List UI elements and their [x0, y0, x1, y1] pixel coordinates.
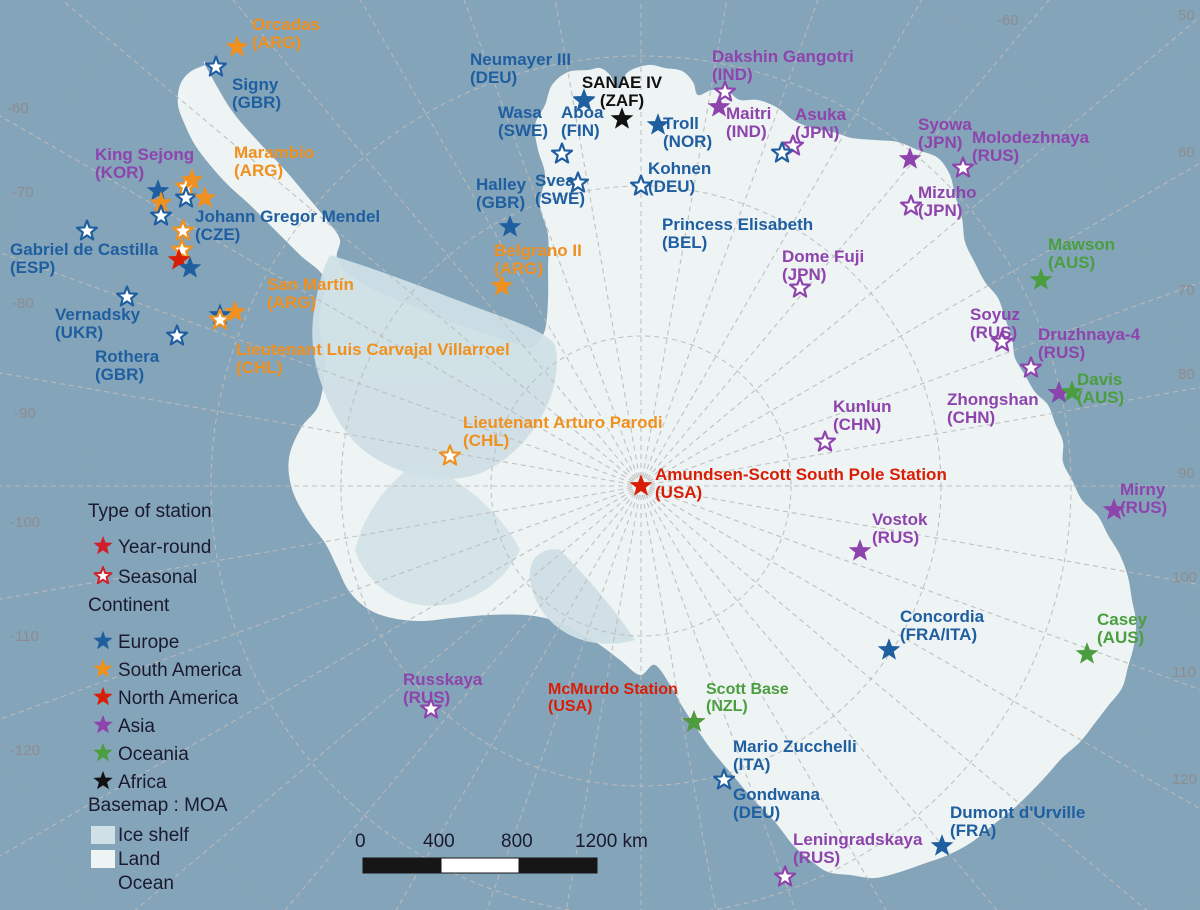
svg-text:Basemap : MOA: Basemap : MOA	[88, 795, 228, 816]
svg-text:Davis(AUS): Davis (AUS)	[1077, 370, 1124, 407]
svg-text:Year-round: Year-round	[118, 537, 211, 558]
svg-text:-60: -60	[7, 100, 29, 117]
svg-text:Ice shelf: Ice shelf	[118, 825, 189, 846]
svg-text:50: 50	[1178, 7, 1195, 24]
svg-text:100: 100	[1172, 569, 1197, 586]
svg-text:-70: -70	[12, 184, 34, 201]
svg-text:-120: -120	[10, 742, 40, 759]
svg-text:Europe: Europe	[118, 632, 179, 653]
svg-text:Maitri(IND): Maitri (IND)	[726, 104, 771, 141]
svg-text:-80: -80	[12, 295, 34, 312]
svg-text:110: 110	[1172, 664, 1196, 681]
svg-text:60: 60	[1178, 144, 1195, 161]
svg-text:Halley(GBR): Halley (GBR)	[476, 175, 527, 212]
svg-text:Mirny(RUS): Mirny (RUS)	[1120, 480, 1167, 517]
svg-text:1200 km: 1200 km	[575, 831, 648, 852]
svg-text:Africa: Africa	[118, 772, 167, 793]
svg-text:Continent: Continent	[88, 595, 170, 616]
svg-text:Asia: Asia	[118, 716, 155, 737]
svg-text:Soyuz(RUS): Soyuz (RUS)	[970, 305, 1020, 342]
svg-text:Type of station: Type of station	[88, 501, 212, 522]
svg-text:-100: -100	[10, 514, 40, 531]
svg-text:Asuka(JPN): Asuka (JPN)	[795, 105, 847, 142]
svg-text:Casey(AUS): Casey (AUS)	[1097, 610, 1148, 647]
svg-text:Land: Land	[118, 849, 160, 870]
svg-text:-60: -60	[997, 12, 1019, 29]
svg-text:800: 800	[501, 831, 533, 852]
svg-text:Wasa(SWE): Wasa (SWE)	[498, 103, 548, 140]
svg-text:North America: North America	[118, 688, 239, 709]
svg-text:80: 80	[1178, 366, 1195, 383]
svg-text:0: 0	[355, 831, 366, 852]
svg-text:70: 70	[1178, 282, 1195, 299]
svg-text:400: 400	[423, 831, 455, 852]
svg-text:-90: -90	[14, 405, 36, 422]
svg-text:Oceania: Oceania	[118, 744, 189, 765]
svg-text:120: 120	[1172, 771, 1197, 788]
svg-text:Seasonal: Seasonal	[118, 567, 197, 588]
svg-text:Ocean: Ocean	[118, 873, 174, 894]
svg-text:-110: -110	[10, 628, 39, 645]
svg-text:90: 90	[1178, 465, 1195, 482]
svg-text:Concordia(FRA/ITA): Concordia (FRA/ITA)	[900, 607, 985, 644]
svg-text:Signy(GBR): Signy (GBR)	[232, 75, 281, 112]
svg-text:South America: South America	[118, 660, 242, 681]
svg-text:Aboa(FIN): Aboa (FIN)	[561, 103, 604, 140]
